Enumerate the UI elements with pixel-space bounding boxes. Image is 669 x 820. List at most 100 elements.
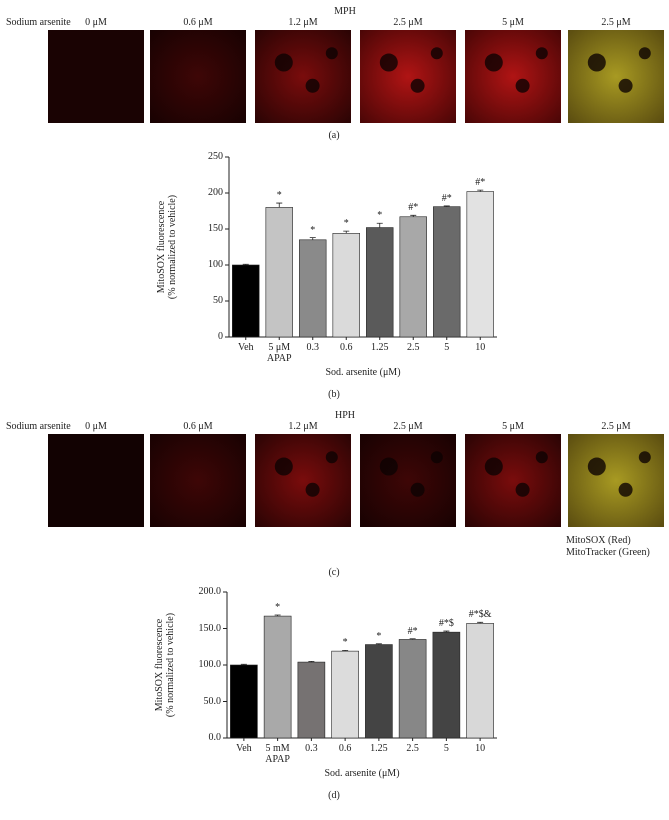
micrograph-hole xyxy=(515,482,530,497)
micrograph-hole xyxy=(325,451,338,464)
panel-label: (c) xyxy=(328,567,340,578)
error-bar xyxy=(308,660,315,663)
condition-label: 1.2 μM xyxy=(288,421,318,432)
y-axis-label: MitoSOX fluorescence (% normalized to ve… xyxy=(156,194,178,300)
error-bar xyxy=(342,650,349,652)
significance-label: #*$& xyxy=(468,609,492,621)
x-axis-label: Sod. arsenite (μM) xyxy=(324,768,400,779)
significance-label: #* xyxy=(475,177,486,189)
x-tick-label: Veh xyxy=(237,342,254,353)
x-tick-label: 0.6 xyxy=(340,342,353,353)
micrograph-hole xyxy=(410,482,425,497)
bar xyxy=(365,644,393,739)
error-bar xyxy=(276,202,283,208)
significance-label: #*$ xyxy=(438,618,454,630)
error-bar xyxy=(443,630,450,633)
condition-label: 2.5 μM xyxy=(393,17,423,28)
x-tick-label: 0.3 xyxy=(306,342,320,353)
error-bar xyxy=(443,205,450,207)
y-tick-label: 100 xyxy=(208,259,223,270)
bar xyxy=(331,650,359,739)
error-bar xyxy=(240,663,247,665)
bar xyxy=(263,615,292,739)
condition-label: 2.5 μM xyxy=(601,17,631,28)
condition-label: 2.5 μM xyxy=(601,421,631,432)
panel-label: (d) xyxy=(328,790,340,801)
y-tick-label: 150 xyxy=(208,223,223,234)
error-bar xyxy=(274,614,281,617)
y-tick-label: 0 xyxy=(218,331,223,342)
micrograph-hole xyxy=(274,457,293,476)
micrograph-hole xyxy=(274,53,293,72)
x-tick-label: 1.25 xyxy=(370,743,388,754)
error-bar xyxy=(242,263,249,265)
legend-entry: MitoSOX (Red) xyxy=(566,535,631,546)
x-tick-label: 2.5 xyxy=(406,743,419,754)
significance-label: #* xyxy=(408,202,419,214)
micrograph-hole xyxy=(379,53,398,72)
y-tick-label: 200 xyxy=(208,187,223,198)
significance-label: * xyxy=(377,210,383,222)
bar xyxy=(297,661,326,739)
condition-label: 5 μM xyxy=(502,17,524,28)
error-bar xyxy=(343,230,350,234)
micrograph-hole xyxy=(379,457,398,476)
condition-label: 0 μM xyxy=(85,421,107,432)
y-tick-label: 0.0 xyxy=(208,732,222,743)
y-tick-label: 150.0 xyxy=(198,622,222,634)
micrograph-hole xyxy=(305,482,320,497)
x-tick-label: 5 μM APAP xyxy=(266,342,292,364)
condition-label: 5 μM xyxy=(502,421,524,432)
bar xyxy=(466,191,494,338)
x-axis-label: Sod. arsenite (μM) xyxy=(325,367,401,378)
micrograph-hole xyxy=(535,451,548,464)
x-tick-label: 5 xyxy=(444,342,450,353)
bar xyxy=(230,664,258,739)
significance-label: * xyxy=(376,630,382,642)
micrograph-hole xyxy=(305,78,320,93)
condition-label: 0 μM xyxy=(85,17,107,28)
x-tick-label: 0.3 xyxy=(305,743,318,754)
bar xyxy=(332,233,360,338)
micrograph-hole xyxy=(638,47,651,60)
significance-label: * xyxy=(310,224,316,236)
y-tick-label: 50 xyxy=(213,295,223,306)
y-tick-label: 200.0 xyxy=(198,586,222,597)
micrograph xyxy=(568,30,664,123)
significance-label: * xyxy=(342,637,348,649)
error-bar xyxy=(410,214,417,217)
x-tick-label: 0.6 xyxy=(338,743,352,754)
micrograph xyxy=(255,434,351,527)
panel-label: (b) xyxy=(328,389,340,400)
micrograph xyxy=(255,30,351,123)
micrograph xyxy=(360,434,456,527)
micrograph-hole xyxy=(515,78,530,93)
micrograph-hole xyxy=(484,53,503,72)
condition-label: 0.6 μM xyxy=(183,17,213,28)
condition-label: 0.6 μM xyxy=(183,421,213,432)
micrograph-hole xyxy=(430,47,443,60)
panel-label: (a) xyxy=(328,130,340,141)
significance-label: * xyxy=(275,601,281,613)
bar xyxy=(366,227,394,338)
error-bar xyxy=(477,621,484,624)
bar xyxy=(432,631,461,739)
micrograph xyxy=(150,434,246,527)
micrograph xyxy=(465,30,561,123)
x-tick-label: 10 xyxy=(475,342,486,353)
y-tick-label: 50.0 xyxy=(203,695,222,707)
micrograph-hole xyxy=(430,451,443,464)
significance-label: #* xyxy=(407,625,418,637)
micrograph-hole xyxy=(618,482,633,497)
error-bar xyxy=(375,643,382,645)
significance-label: * xyxy=(343,218,349,230)
error-bar xyxy=(376,222,383,228)
micrograph xyxy=(150,30,246,123)
y-tick-label: 250 xyxy=(208,151,223,162)
micrograph-hole xyxy=(587,457,606,476)
x-tick-label: 2.5 xyxy=(407,342,420,353)
micrograph xyxy=(48,434,144,527)
bar xyxy=(232,264,260,338)
error-bar xyxy=(477,189,484,192)
